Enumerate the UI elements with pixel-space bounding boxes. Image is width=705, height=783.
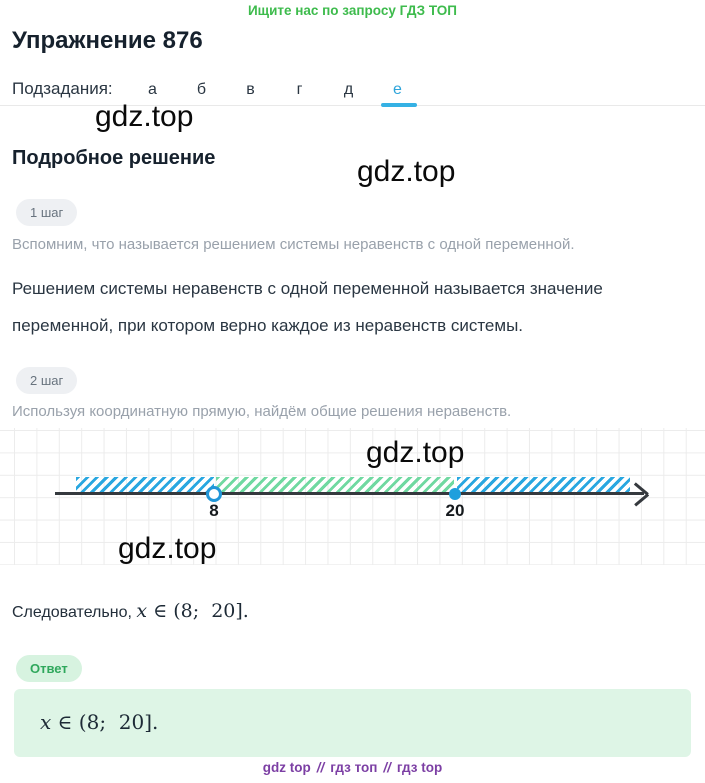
step-1-text: Решением системы неравенств с одной пере… [12, 270, 697, 344]
watermark-text: gdz.top [357, 155, 456, 188]
conclusion-formula: x ∈ (8; 20]. [136, 600, 248, 622]
closed-point-20 [449, 487, 461, 500]
point-label-20: 20 [445, 501, 465, 520]
solution-heading: Подробное решение [12, 147, 216, 169]
tab-g[interactable]: г [296, 81, 303, 98]
answer-box: x ∈ (8; 20]. [14, 689, 691, 757]
math-variable-x: x [136, 600, 148, 622]
answer-badge: Ответ [16, 655, 82, 682]
number-line-graph: gdz.top 8 20 gdz.top [0, 428, 705, 565]
tab-v[interactable]: в [246, 81, 255, 98]
tab-a[interactable]: а [148, 81, 157, 98]
number-line-axis [55, 492, 644, 495]
footer-link-gdz-top-cyr[interactable]: гдз топ [330, 760, 378, 775]
footer-link-gdz-top-2[interactable]: гдз top [396, 760, 443, 775]
math-interval: ∈ (8; 20]. [147, 600, 249, 622]
math-variable-x: x [40, 710, 52, 734]
watermark-text: gdz.top [118, 532, 217, 565]
open-point-8 [206, 485, 222, 502]
step-1-badge: 1 шаг [16, 199, 78, 226]
conclusion-prefix: Следовательно, [12, 604, 132, 621]
footer-separator: // [316, 760, 325, 775]
footer-separator: // [383, 760, 391, 775]
tab-d[interactable]: д [343, 81, 354, 98]
watermark-text: gdz.top [95, 100, 194, 133]
answer-formula: x ∈ (8; 20]. [40, 710, 158, 734]
tab-e-active[interactable]: е [393, 81, 402, 98]
hatch-right-inequality [457, 477, 630, 492]
step-1-text-line-1: Решением системы неравенств с одной пере… [12, 279, 603, 298]
step-1-note: Вспомним, что называется решением систем… [12, 236, 575, 253]
subtask-tabs: Подзадания: а б в г д е [12, 79, 693, 99]
footer-link-gdz-top[interactable]: gdz top [262, 760, 311, 775]
step-2-badge: 2 шаг [16, 367, 78, 394]
tab-b[interactable]: б [196, 81, 207, 98]
active-tab-underline [381, 103, 417, 107]
footer-links: gdz top // гдз топ // гдз top [0, 760, 705, 775]
step-1-text-line-2: переменной, при котором верно каждое из … [12, 316, 524, 335]
subtasks-label: Подзадания: [12, 79, 113, 98]
promo-note: Ищите нас по запросу ГДЗ ТОП [247, 3, 458, 18]
hatch-solution-interval [216, 477, 454, 492]
conclusion-line: Следовательно, x ∈ (8; 20]. [12, 600, 249, 622]
hatch-left-inequality [76, 477, 214, 492]
tabs-divider [0, 105, 705, 106]
watermark-text: gdz.top [366, 436, 465, 469]
page-title: Упражнение 876 [12, 27, 203, 54]
point-label-8: 8 [209, 501, 219, 520]
step-2-note: Используя координатную прямую, найдём об… [12, 403, 512, 420]
math-interval: ∈ (8; 20]. [51, 710, 159, 734]
